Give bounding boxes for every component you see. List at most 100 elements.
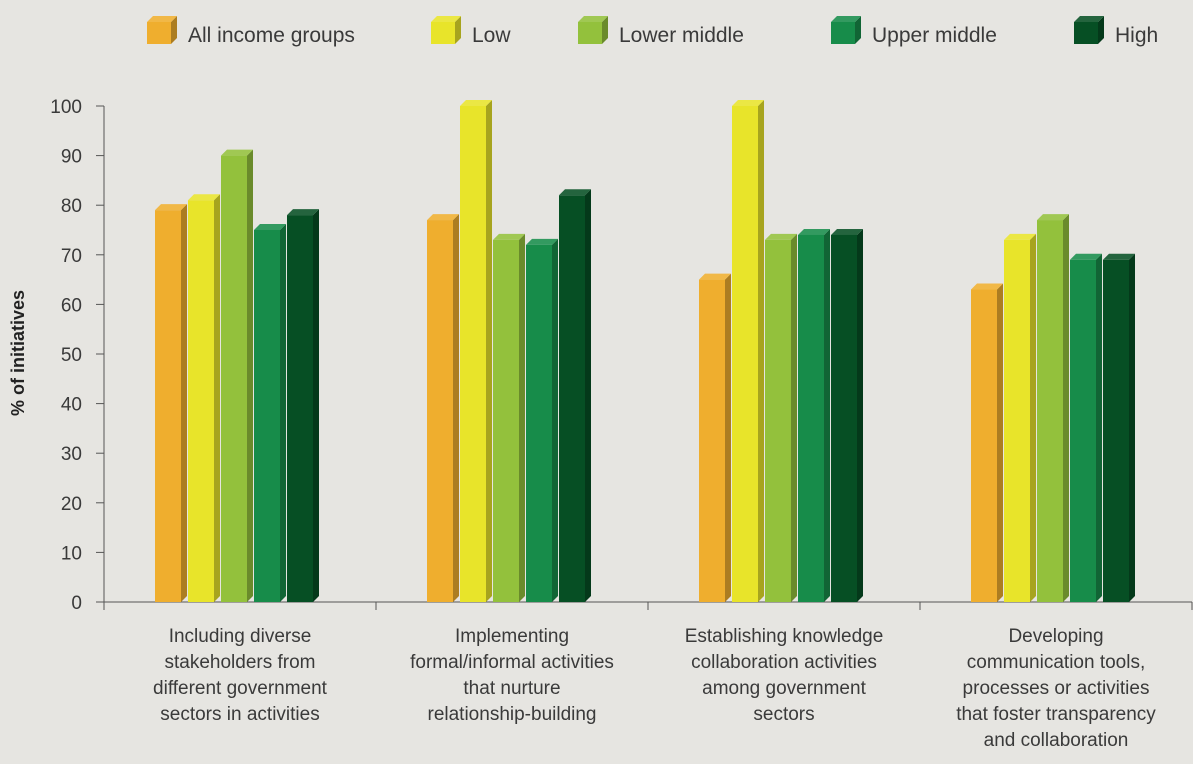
bar-side — [247, 150, 253, 602]
bar — [427, 214, 459, 602]
legend-swatch — [1074, 22, 1098, 44]
bar-front — [699, 280, 725, 602]
bar-side — [280, 224, 286, 602]
bar-side — [824, 229, 830, 602]
bar — [493, 234, 525, 602]
bar-front — [1004, 240, 1030, 602]
bar-side — [552, 239, 558, 602]
bar-side — [1096, 254, 1102, 602]
bar-side — [997, 284, 1003, 602]
bar-side — [791, 234, 797, 602]
legend-label: Lower middle — [619, 24, 744, 47]
legend-label: All income groups — [188, 24, 355, 47]
bar — [460, 100, 492, 602]
category-label-line: communication tools, — [967, 652, 1145, 673]
bar — [526, 239, 558, 602]
category-label-line: stakeholders from — [164, 652, 315, 673]
bar-front — [155, 210, 181, 602]
bar — [831, 229, 863, 602]
bar-side — [1063, 214, 1069, 602]
bar-front — [732, 106, 758, 602]
legend-item: Low — [431, 16, 511, 47]
bar-side — [585, 189, 591, 602]
bar-side — [519, 234, 525, 602]
bar — [971, 284, 1003, 602]
bar-front — [254, 230, 280, 602]
y-tick-label: 40 — [61, 395, 82, 416]
bar-front — [460, 106, 486, 602]
category-label: Developing communication tools, processes … — [956, 626, 1156, 751]
bar — [155, 204, 187, 602]
bar — [188, 194, 220, 602]
category-label-line: Implementing — [455, 626, 569, 647]
bar-front — [559, 195, 585, 602]
y-tick-label: 80 — [61, 196, 82, 217]
bars — [155, 100, 1135, 602]
y-axis: 0102030405060708090100 — [50, 97, 104, 614]
legend-swatch — [578, 22, 602, 44]
legend-label: Upper middle — [872, 24, 997, 47]
legend-label: High — [1115, 24, 1158, 47]
category-label-line: that foster transparency — [956, 704, 1156, 725]
bar-front — [971, 290, 997, 602]
category-label-line: and collaboration — [984, 730, 1129, 751]
y-tick-label: 90 — [61, 147, 82, 168]
bar-front — [221, 156, 247, 602]
y-tick-label: 60 — [61, 295, 82, 316]
bar-front — [765, 240, 791, 602]
bar-front — [493, 240, 519, 602]
category-label-line: sectors in activities — [160, 704, 319, 725]
category-label-line: relationship-building — [428, 704, 597, 725]
y-axis-label: % of initiatives — [8, 290, 28, 416]
category-label-line: Establishing knowledge — [685, 626, 884, 647]
category-label-line: Including diverse — [169, 626, 312, 647]
bar-side — [486, 100, 492, 602]
bar-front — [427, 220, 453, 602]
category-label-line: collaboration activities — [691, 652, 877, 673]
legend-item: High — [1074, 16, 1158, 47]
bar-front — [287, 215, 313, 602]
bar-side — [857, 229, 863, 602]
legend-item: Upper middle — [831, 16, 997, 47]
bar-side — [181, 204, 187, 602]
category-label-line: formal/informal activities — [410, 652, 614, 673]
bar — [699, 274, 731, 602]
category-label-line: that nurture — [463, 678, 560, 699]
legend-item: Lower middle — [578, 16, 744, 47]
bar-side — [313, 209, 319, 602]
bar — [221, 150, 253, 602]
bar-side — [1129, 254, 1135, 602]
y-tick-label: 30 — [61, 444, 82, 465]
bar-side — [453, 214, 459, 602]
bar-side — [214, 194, 220, 602]
category-label-line: among government — [702, 678, 866, 699]
legend-swatch — [147, 22, 171, 44]
bar — [732, 100, 764, 602]
bar-front — [1103, 260, 1129, 602]
bar — [1037, 214, 1069, 602]
y-tick-label: 50 — [61, 345, 82, 366]
category-label-line: Developing — [1008, 626, 1103, 647]
bar-front — [1037, 220, 1063, 602]
y-tick-label: 70 — [61, 246, 82, 267]
category-label-line: sectors — [753, 704, 814, 725]
bar-side — [725, 274, 731, 602]
legend-item: All income groups — [147, 16, 355, 47]
bar — [798, 229, 830, 602]
bar-front — [831, 235, 857, 602]
y-tick-label: 100 — [50, 97, 82, 118]
legend-swatch — [831, 22, 855, 44]
bar — [1004, 234, 1036, 602]
category-label: Establishing knowledge collaboration acti… — [685, 626, 884, 725]
bar — [765, 234, 797, 602]
bar — [254, 224, 286, 602]
y-tick-label: 20 — [61, 494, 82, 515]
bar-front — [1070, 260, 1096, 602]
legend-label: Low — [472, 24, 511, 47]
bar-front — [798, 235, 824, 602]
legend-swatch — [431, 22, 455, 44]
x-axis: Including diverse stakeholders from differ… — [104, 602, 1192, 751]
bar — [1070, 254, 1102, 602]
bar — [1103, 254, 1135, 602]
